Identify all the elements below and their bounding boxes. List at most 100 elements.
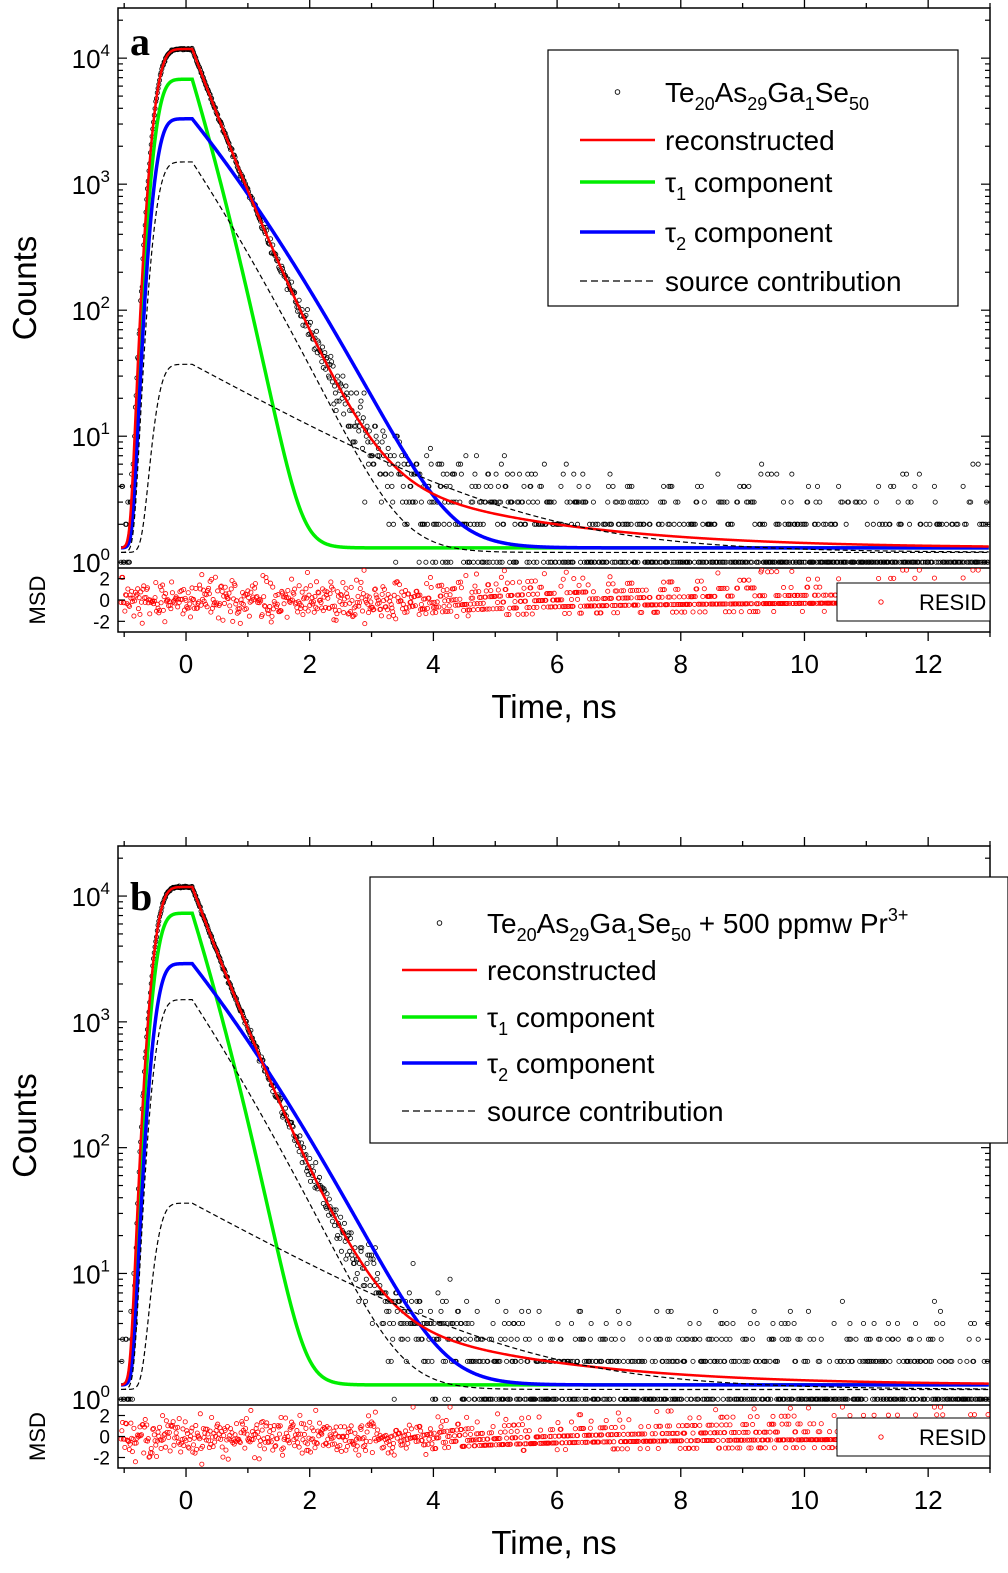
residual-point bbox=[292, 1432, 298, 1438]
data-point bbox=[916, 471, 922, 477]
residual-point bbox=[371, 606, 377, 612]
residual-point bbox=[453, 597, 459, 603]
residual-point bbox=[985, 1412, 990, 1418]
residual-point bbox=[157, 607, 163, 613]
data-point bbox=[550, 1336, 556, 1342]
residual-point bbox=[369, 1450, 375, 1456]
data-point bbox=[558, 1336, 564, 1342]
data-point bbox=[907, 559, 913, 565]
residual-point bbox=[658, 1423, 664, 1429]
residual-point bbox=[331, 1428, 337, 1434]
residual-point bbox=[587, 1425, 593, 1431]
data-point bbox=[698, 559, 704, 565]
residual-point bbox=[414, 588, 420, 594]
data-point bbox=[518, 1358, 524, 1364]
data-point bbox=[484, 559, 490, 565]
data-point bbox=[787, 559, 793, 565]
residual-point bbox=[797, 600, 803, 606]
residual-point bbox=[206, 1438, 212, 1444]
data-point bbox=[337, 1235, 343, 1241]
residual-point bbox=[334, 611, 340, 617]
residual-point bbox=[269, 1433, 275, 1439]
data-point bbox=[974, 559, 980, 565]
residual-point bbox=[446, 603, 452, 609]
data-point bbox=[579, 499, 585, 505]
y-tick-label: 100 bbox=[72, 1382, 110, 1415]
data-point bbox=[381, 1321, 387, 1327]
residual-point bbox=[465, 1426, 471, 1432]
data-point bbox=[393, 559, 399, 565]
residual-point bbox=[522, 1441, 528, 1447]
residual-point bbox=[329, 1441, 335, 1447]
residual-point bbox=[576, 582, 582, 588]
data-point bbox=[436, 461, 442, 467]
data-point bbox=[732, 1396, 738, 1402]
data-point bbox=[845, 499, 851, 505]
data-point bbox=[431, 1321, 437, 1327]
data-point bbox=[898, 521, 904, 527]
residual-point bbox=[627, 580, 633, 586]
residual-point bbox=[931, 1405, 937, 1410]
residual-point bbox=[821, 608, 827, 614]
residual-point bbox=[725, 1445, 731, 1451]
tau2-component-line bbox=[121, 117, 989, 550]
data-point bbox=[384, 483, 390, 489]
residual-point bbox=[204, 604, 210, 610]
residual-point bbox=[493, 581, 499, 587]
residual-point bbox=[566, 610, 572, 616]
data-point bbox=[639, 499, 645, 505]
data-point bbox=[607, 1396, 613, 1402]
residual-point bbox=[767, 1429, 773, 1435]
residual-point bbox=[409, 1426, 415, 1432]
residual-point bbox=[422, 1442, 428, 1448]
data-point bbox=[564, 499, 570, 505]
residual-point bbox=[595, 596, 601, 602]
data-point bbox=[528, 483, 534, 489]
residual-point bbox=[244, 1431, 250, 1437]
y-tick-label: 102 bbox=[72, 1131, 110, 1164]
residual-point bbox=[619, 602, 625, 608]
data-point bbox=[429, 499, 435, 505]
residual-point bbox=[181, 1443, 187, 1449]
data-point bbox=[836, 483, 842, 489]
residual-point bbox=[212, 574, 218, 580]
data-point bbox=[867, 1358, 873, 1364]
data-point bbox=[762, 521, 768, 527]
data-point bbox=[424, 521, 430, 527]
residual-point bbox=[802, 592, 808, 598]
residual-point bbox=[283, 1415, 289, 1421]
residual-point bbox=[417, 1423, 423, 1429]
residual-point bbox=[467, 1437, 473, 1443]
data-point bbox=[676, 1396, 682, 1402]
data-point bbox=[639, 1358, 645, 1364]
residual-point bbox=[778, 1413, 784, 1419]
residual-point bbox=[178, 1449, 184, 1455]
data-point bbox=[590, 521, 596, 527]
data-point bbox=[781, 559, 787, 565]
residual-point bbox=[674, 602, 680, 608]
data-point bbox=[478, 1336, 484, 1342]
x-tick-label: 6 bbox=[550, 649, 564, 679]
residual-point bbox=[913, 1412, 919, 1418]
data-point bbox=[664, 559, 670, 565]
data-point bbox=[544, 499, 550, 505]
residual-point bbox=[246, 613, 252, 619]
residual-point bbox=[480, 600, 486, 606]
residual-point bbox=[486, 1442, 492, 1448]
data-point bbox=[979, 521, 985, 527]
data-point bbox=[781, 499, 787, 505]
data-point bbox=[519, 1321, 525, 1327]
residual-point bbox=[562, 604, 568, 610]
residual-point bbox=[227, 1426, 233, 1432]
residual-point bbox=[714, 601, 720, 607]
data-point bbox=[513, 1396, 519, 1402]
data-point bbox=[947, 1358, 953, 1364]
data-point bbox=[813, 499, 819, 505]
residual-point bbox=[360, 591, 366, 597]
residual-point bbox=[753, 609, 759, 615]
residual-point bbox=[682, 1430, 688, 1436]
data-point bbox=[443, 1298, 449, 1304]
data-point bbox=[367, 1283, 373, 1289]
data-point bbox=[758, 471, 764, 477]
